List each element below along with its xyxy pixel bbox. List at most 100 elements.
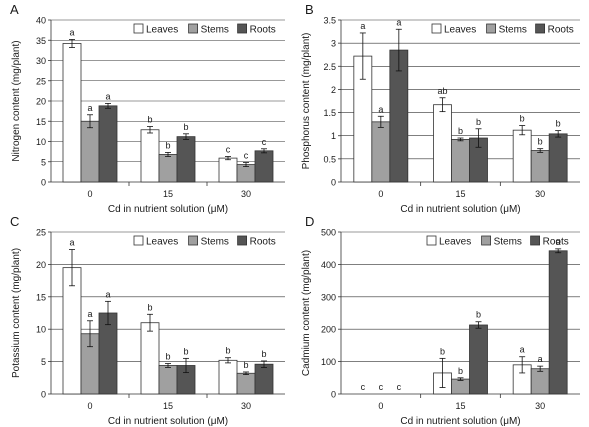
y-tick-label: 400 (321, 260, 336, 270)
significance-letter: b (183, 346, 188, 356)
significance-letter: c (262, 137, 267, 147)
significance-letter: c (226, 144, 231, 154)
significance-letter: b (165, 352, 170, 362)
y-tick-label: 15 (36, 292, 46, 302)
legend-swatch-leaves (133, 235, 144, 246)
legend-swatch-roots (237, 235, 248, 246)
bar-stems (530, 150, 550, 183)
y-axis-label: Phosphorus content (mg/plant) (301, 33, 312, 170)
legend-swatch-roots (535, 23, 545, 34)
bar-stems (80, 120, 100, 183)
significance-letter: b (458, 126, 463, 136)
legend-swatch-roots (530, 235, 540, 246)
x-tick-label: 0 (378, 189, 383, 199)
y-tick-label: 1 (331, 131, 336, 141)
y-tick-label: 0 (331, 390, 336, 400)
bar-roots (98, 105, 118, 183)
bar-roots (548, 250, 568, 395)
legend-label-stems: Stems (201, 237, 229, 248)
bar-leaves (62, 43, 82, 183)
significance-letter: b (538, 137, 543, 147)
legend-label-roots: Roots (548, 25, 574, 36)
y-tick-label: 20 (36, 97, 46, 107)
legend-swatch-roots (237, 23, 248, 34)
x-tick-label: 15 (163, 189, 173, 199)
significance-letter: b (476, 117, 481, 127)
significance-letter: b (147, 115, 152, 125)
legend-label-leaves: Leaves (146, 237, 178, 248)
y-tick-label: 10 (36, 325, 46, 335)
legend-swatch-stems (188, 23, 199, 34)
bar-leaves (218, 157, 238, 183)
y-tick-label: 0 (331, 178, 336, 188)
y-axis-label: Cadmium content (mg/plant) (301, 250, 312, 376)
y-tick-label: 500 (321, 228, 336, 238)
significance-letter: a (105, 91, 110, 101)
legend-label-roots: Roots (250, 25, 276, 36)
y-tick-label: 2.5 (323, 62, 336, 72)
y-axis-label: Nitrogen content (mg/plant) (11, 40, 22, 161)
y-tick-label: 2 (331, 85, 336, 95)
significance-letter: b (147, 302, 152, 312)
y-tick-label: 10 (36, 137, 46, 147)
bar-stems (158, 365, 178, 395)
panel-letter: D (305, 214, 314, 229)
significance-letter: b (165, 140, 170, 150)
panel-letter: A (10, 2, 19, 17)
y-tick-label: 40 (36, 16, 46, 26)
significance-letter: b (476, 310, 481, 320)
legend-swatch-leaves (431, 23, 442, 34)
significance-letter: a (69, 27, 74, 37)
y-tick-label: 25 (36, 228, 46, 238)
panel-b: 0 0.5 1 1.5 2 2.5 3 3.5 0 a a a 15 ab b b 30 b b b Leaves Ste… (301, 2, 580, 215)
panel-a: 0 5 10 15 20 25 30 35 40 0 a a a 15 b b b 30 c c c Leaves Stem… (10, 2, 285, 215)
legend-swatch-stems (188, 235, 199, 246)
significance-letter: b (520, 114, 525, 124)
bar-leaves (512, 129, 532, 183)
y-tick-label: 20 (36, 260, 46, 270)
significance-letter: a (105, 289, 110, 299)
significance-letter: c (379, 382, 384, 392)
significance-letter: b (556, 119, 561, 129)
significance-letter: a (87, 309, 92, 319)
legend-label-stems: Stems (494, 237, 522, 248)
x-tick-label: 0 (87, 401, 92, 411)
legend-label-leaves: Leaves (146, 25, 178, 36)
bar-roots (254, 150, 274, 183)
significance-letter: ab (437, 86, 447, 96)
legend-label-roots: Roots (250, 237, 276, 248)
y-tick-label: 35 (36, 36, 46, 46)
bar-leaves (62, 267, 82, 395)
y-axis-label: Potassium content (mg/plant) (11, 248, 22, 378)
legend-label-leaves: Leaves (439, 237, 471, 248)
significance-letter: b (183, 122, 188, 132)
panel-letter: C (10, 214, 19, 229)
legend-label-stems: Stems (201, 25, 229, 36)
significance-letter: a (520, 345, 525, 355)
significance-letter: a (69, 237, 74, 247)
y-tick-label: 5 (41, 157, 46, 167)
significance-letter: a (378, 104, 383, 114)
significance-letter: c (397, 382, 402, 392)
legend-label-leaves: Leaves (444, 25, 476, 36)
y-tick-label: 15 (36, 117, 46, 127)
y-tick-label: 200 (321, 325, 336, 335)
y-tick-label: 3 (331, 39, 336, 49)
y-tick-label: 0 (41, 390, 46, 400)
y-tick-label: 30 (36, 56, 46, 66)
x-tick-label: 30 (241, 401, 251, 411)
x-tick-label: 30 (535, 401, 545, 411)
bar-leaves (433, 104, 452, 183)
x-tick-label: 15 (455, 401, 465, 411)
significance-letter: c (244, 151, 249, 161)
legend-label-stems: Stems (499, 25, 527, 36)
bar-stems (158, 154, 178, 183)
x-tick-label: 15 (455, 189, 465, 199)
panel-c: 0 5 10 15 20 25 0 a a a 15 b b b 30 b b b Leaves Stems Roots… (10, 214, 285, 427)
legend-swatch-leaves (426, 235, 437, 246)
bar-stems (530, 368, 550, 395)
significance-letter: a (396, 17, 401, 27)
bar-roots (548, 133, 568, 183)
x-tick-label: 15 (163, 401, 173, 411)
